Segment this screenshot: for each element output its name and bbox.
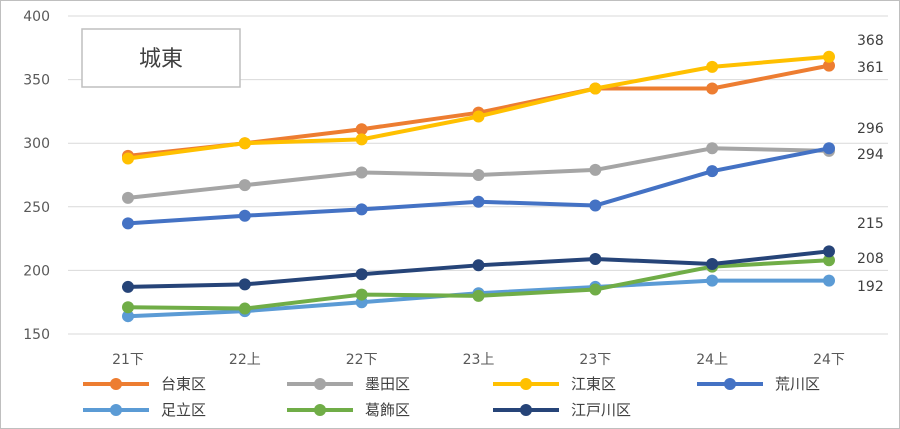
series-3 — [122, 50, 835, 165]
legend-label: 足立区 — [161, 401, 206, 419]
legend-label: 荒川区 — [775, 375, 820, 393]
y-tick-label: 350 — [23, 73, 50, 89]
data-point — [472, 169, 485, 181]
end-value-label: 215 — [857, 216, 884, 232]
end-value-label: 208 — [857, 251, 884, 267]
data-point — [238, 179, 251, 192]
data-point — [823, 50, 835, 63]
data-point — [589, 82, 602, 95]
legend-swatch-marker — [314, 404, 326, 416]
data-point — [706, 60, 719, 73]
x-tick-label: 23上 — [463, 352, 495, 368]
title-box-border — [81, 28, 241, 88]
legend-item: 足立区 — [83, 401, 206, 419]
data-point — [589, 252, 602, 265]
legend-label: 葛飾区 — [365, 401, 410, 419]
legend-label: 墨田区 — [365, 375, 410, 393]
y-tick-label: 250 — [23, 200, 50, 216]
data-point — [238, 302, 251, 315]
x-tick-label: 22上 — [229, 352, 261, 368]
data-point — [355, 133, 368, 146]
data-point — [589, 163, 602, 176]
legend-label: 江戸川区 — [571, 401, 631, 419]
x-tick-label: 23下 — [579, 352, 611, 368]
end-value-label: 294 — [857, 147, 884, 163]
data-point — [355, 203, 368, 216]
legend-item: 荒川区 — [697, 375, 820, 393]
data-point — [823, 59, 835, 72]
end-value-label: 368 — [857, 33, 884, 49]
data-point — [706, 258, 719, 271]
legend-item: 江戸川区 — [493, 401, 631, 419]
x-axis-ticks: 21下 22上 22下 23上 23下 24上 24下 — [112, 352, 845, 368]
data-point — [472, 289, 485, 302]
data-point — [238, 209, 251, 222]
legend-item: 墨田区 — [287, 375, 410, 393]
data-point — [706, 142, 719, 155]
data-point — [472, 259, 485, 272]
data-point — [238, 137, 251, 150]
data-point — [122, 191, 134, 204]
data-point — [823, 245, 835, 258]
data-point — [355, 123, 368, 136]
data-point — [706, 82, 719, 95]
data-point — [355, 166, 368, 179]
y-tick-label: 150 — [23, 327, 50, 343]
series-4 — [122, 142, 835, 230]
legend-item: 江東区 — [493, 375, 616, 393]
legend-swatch-marker — [724, 378, 736, 390]
data-point — [823, 142, 835, 155]
x-tick-label: 21下 — [112, 352, 144, 368]
data-point — [706, 274, 719, 287]
legend-item: 葛飾区 — [287, 401, 410, 419]
y-axis-ticks: 150 200 250 300 350 400 — [23, 9, 50, 343]
x-tick-label: 24下 — [813, 352, 845, 368]
legend-swatch-marker — [314, 378, 326, 390]
data-point — [122, 280, 134, 293]
data-point — [823, 274, 835, 287]
data-point — [122, 301, 134, 314]
data-point — [122, 152, 134, 165]
y-tick-label: 300 — [23, 136, 50, 152]
y-tick-label: 400 — [23, 9, 50, 25]
data-point — [823, 254, 835, 267]
end-value-labels: 368 361 296 294 215 208 192 — [857, 33, 884, 295]
legend-swatch-marker — [110, 404, 122, 416]
data-point — [589, 283, 602, 296]
x-tick-label: 22下 — [346, 352, 378, 368]
y-tick-label: 200 — [23, 263, 50, 279]
series-2 — [122, 142, 835, 204]
end-value-label: 361 — [857, 60, 884, 76]
data-point — [122, 310, 134, 323]
chart-title: 城東 — [139, 47, 183, 72]
legend-label: 江東区 — [571, 375, 616, 393]
end-value-label: 296 — [857, 121, 884, 137]
legend-swatch-marker — [520, 378, 532, 390]
legend-item: 台東区 — [83, 375, 206, 393]
data-point — [472, 195, 485, 208]
data-point — [472, 110, 485, 123]
series-lines — [122, 50, 835, 323]
series-7 — [122, 245, 835, 293]
legend-swatch-marker — [520, 404, 532, 416]
x-tick-label: 24上 — [696, 352, 728, 368]
data-point — [238, 278, 251, 291]
data-point — [122, 217, 134, 230]
legend-swatch-marker — [110, 378, 122, 390]
chart-title-box: 城東 — [81, 28, 241, 88]
end-value-label: 192 — [857, 279, 884, 295]
data-point — [355, 288, 368, 301]
data-point — [355, 268, 368, 281]
legend-label: 台東区 — [161, 375, 206, 393]
data-point — [706, 165, 719, 178]
data-point — [589, 199, 602, 212]
